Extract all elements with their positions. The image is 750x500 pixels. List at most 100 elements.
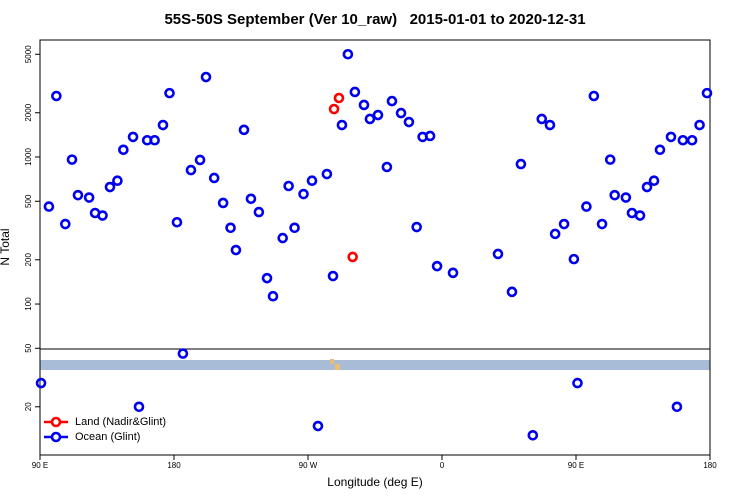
point (596, 218, 608, 230)
point (677, 134, 689, 146)
point (112, 175, 123, 187)
point (149, 134, 160, 146)
point (306, 175, 318, 187)
point (701, 87, 713, 99)
point (641, 181, 653, 193)
point (424, 130, 436, 142)
point (283, 180, 294, 192)
point (336, 119, 348, 131)
point (549, 228, 561, 240)
point (35, 377, 47, 389)
y-tick-label: 20 (24, 402, 33, 411)
point (347, 251, 358, 263)
point (171, 216, 183, 228)
x-tick-label: 90 W (299, 461, 318, 470)
point (568, 253, 580, 265)
point (298, 188, 309, 200)
y-tick-label: 50 (24, 343, 33, 352)
y-tick-label: 200 (24, 253, 33, 267)
point (411, 221, 422, 233)
point (127, 131, 139, 143)
point (654, 144, 666, 156)
point (395, 107, 407, 119)
point (515, 158, 527, 170)
point (492, 248, 504, 260)
point (97, 210, 108, 221)
point (588, 90, 600, 102)
point (208, 172, 220, 184)
y-axis-label: N Total (0, 228, 12, 265)
point (289, 222, 300, 234)
point (686, 134, 698, 146)
point (60, 218, 71, 230)
x-tick-label: 90 E (32, 461, 48, 470)
point (217, 197, 229, 209)
y-tick-label: 500 (24, 194, 33, 208)
point (51, 90, 62, 102)
point (364, 113, 376, 125)
point (238, 124, 250, 136)
x-tick-label: 180 (167, 461, 181, 470)
y-tick-label: 2000 (24, 103, 33, 121)
point (118, 144, 129, 156)
point (342, 48, 354, 60)
point (386, 95, 398, 107)
point (72, 189, 84, 201)
point (230, 244, 242, 256)
y-tick-label: 100 (24, 297, 33, 311)
point (66, 154, 78, 165)
point (164, 87, 175, 99)
point (245, 193, 257, 205)
point (157, 119, 169, 131)
x-tick-label: 180 (703, 461, 717, 470)
point (634, 210, 646, 221)
point (671, 401, 683, 413)
point (253, 206, 265, 218)
legend-marker (50, 431, 62, 443)
point (200, 71, 212, 83)
chart-title: 55S-50S September (Ver 10_raw) 2015-01-0… (164, 11, 585, 28)
map-strip (40, 359, 710, 370)
point (261, 272, 273, 284)
point (312, 420, 324, 432)
x-tick-label: 0 (440, 461, 445, 470)
y-tick-label: 5000 (24, 45, 33, 63)
point (665, 131, 677, 143)
legend-label: Ocean (Glint) (75, 431, 140, 443)
point (431, 260, 443, 272)
point (527, 429, 539, 441)
point (349, 86, 361, 98)
point (620, 192, 632, 203)
point (447, 267, 459, 279)
point (277, 232, 288, 244)
point (648, 175, 660, 187)
point (572, 377, 583, 389)
x-tick-label: 90 E (568, 461, 584, 470)
point (194, 154, 206, 166)
point (328, 103, 340, 115)
plot-frame (39, 39, 711, 456)
point (327, 270, 339, 282)
point (333, 92, 345, 104)
point (185, 164, 197, 176)
legend-marker (50, 416, 62, 428)
point (506, 286, 518, 298)
point (694, 119, 705, 131)
point (381, 161, 393, 173)
point (536, 113, 548, 125)
point (581, 201, 592, 212)
point (133, 401, 145, 413)
point (544, 119, 556, 131)
point (604, 154, 616, 165)
point (267, 290, 279, 302)
y-tick-label: 1000 (24, 148, 33, 166)
point (609, 189, 621, 201)
point (104, 181, 116, 193)
point (372, 109, 384, 121)
point (403, 116, 415, 128)
point (558, 218, 570, 230)
point (177, 348, 189, 359)
point (225, 222, 236, 234)
x-axis-label: Longitude (deg E) (327, 475, 422, 489)
